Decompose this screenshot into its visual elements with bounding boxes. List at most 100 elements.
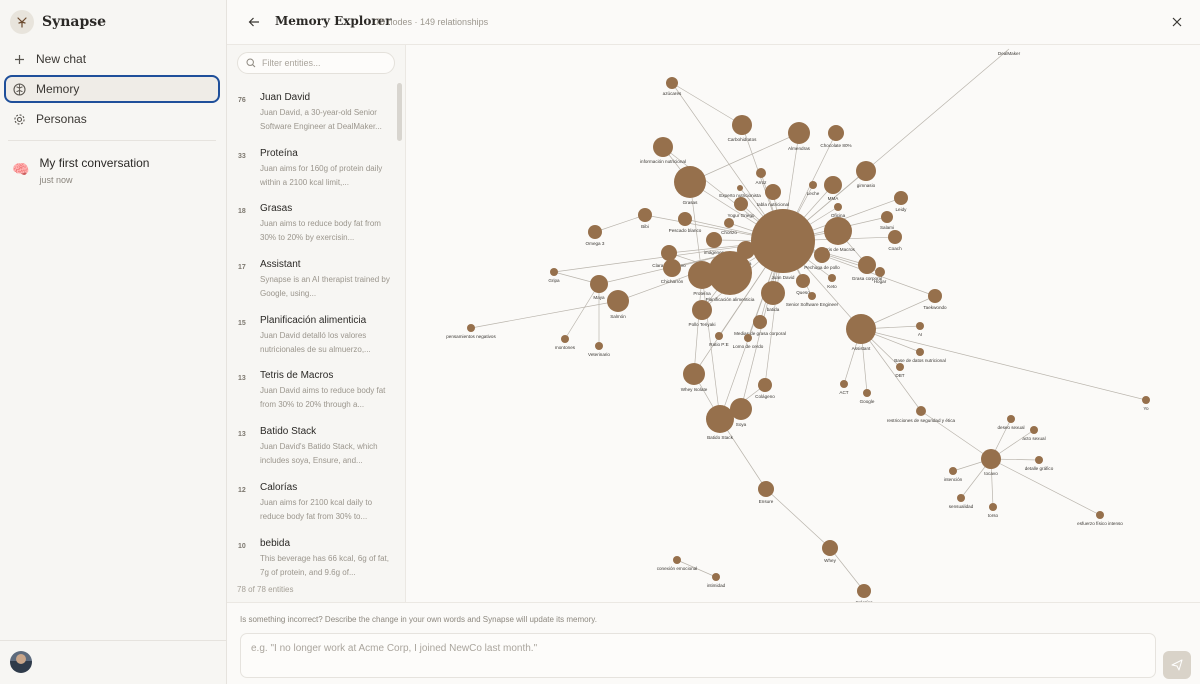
list-item[interactable]: 76 Juan David Juan David, a 30-year-old Se… — [227, 83, 406, 139]
graph-node[interactable] — [588, 225, 602, 239]
graph-node[interactable] — [758, 481, 774, 497]
graph-node[interactable] — [834, 203, 842, 211]
graph-node[interactable] — [706, 232, 722, 248]
graph-node[interactable] — [894, 191, 908, 205]
graph-node[interactable] — [550, 268, 558, 276]
graph-node[interactable] — [840, 380, 848, 388]
graph-canvas[interactable]: DealMaker azúcares Carbohidratos Chocolate … — [406, 45, 1200, 602]
graph-node[interactable] — [1142, 396, 1150, 404]
graph-node[interactable] — [1035, 456, 1043, 464]
graph-node[interactable] — [724, 218, 734, 228]
graph-node[interactable] — [765, 184, 781, 200]
graph-node[interactable] — [928, 289, 942, 303]
graph-node[interactable] — [856, 161, 876, 181]
graph-node[interactable] — [753, 315, 767, 329]
entity-list[interactable]: 76 Juan David Juan David, a 30-year-old Se… — [227, 83, 406, 580]
list-item[interactable]: 15 Planificación alimenticia Juan David de… — [227, 306, 406, 362]
send-button[interactable] — [1163, 651, 1191, 679]
graph-node[interactable] — [888, 230, 902, 244]
graph-node[interactable] — [863, 389, 871, 397]
graph-node[interactable] — [981, 449, 1001, 469]
graph-node[interactable] — [916, 348, 924, 356]
graph-node[interactable] — [881, 211, 893, 223]
graph-node[interactable] — [673, 556, 681, 564]
close-button[interactable] — [1168, 13, 1186, 31]
graph-node[interactable] — [678, 212, 692, 226]
graph-node[interactable] — [744, 334, 752, 342]
graph-node[interactable] — [1007, 415, 1015, 423]
graph-node[interactable] — [692, 300, 712, 320]
graph-node[interactable] — [712, 573, 720, 581]
graph-node[interactable] — [1096, 511, 1104, 519]
graph-node[interactable] — [949, 467, 957, 475]
graph-node[interactable] — [916, 406, 926, 416]
graph-stats: 78 nodes · 149 relationships — [375, 17, 489, 27]
list-item[interactable]: 13 Tetris de Macros Juan David aims to red… — [227, 361, 406, 417]
graph-node[interactable] — [638, 208, 652, 222]
graph-node[interactable] — [561, 335, 569, 343]
graph-node[interactable] — [809, 181, 817, 189]
graph-node[interactable] — [989, 503, 997, 511]
correction-input[interactable] — [240, 633, 1156, 678]
back-button[interactable] — [245, 13, 263, 31]
graph-node[interactable] — [737, 185, 743, 191]
graph-node[interactable] — [653, 137, 673, 157]
graph-node[interactable] — [822, 540, 838, 556]
graph-node[interactable] — [595, 342, 603, 350]
list-item[interactable]: 18 Grasas Juan aims to reduce body fat fro… — [227, 194, 406, 250]
conversation-item[interactable]: 🧠 My first conversation just now — [12, 155, 217, 185]
graph-node[interactable] — [674, 166, 706, 198]
list-item[interactable]: 10 bebida This beverage has 66 kcal, 6g of… — [227, 529, 406, 581]
graph-node[interactable] — [761, 281, 785, 305]
graph-node[interactable] — [688, 261, 716, 289]
list-item[interactable]: 13 Batido Stack Juan David's Batido Stack,… — [227, 417, 406, 473]
graph-node[interactable] — [730, 398, 752, 420]
graph-node[interactable] — [916, 322, 924, 330]
graph-node[interactable] — [756, 168, 766, 178]
sidebar-item-memory[interactable]: Memory — [4, 75, 220, 103]
graph-node[interactable] — [732, 115, 752, 135]
graph-node[interactable] — [896, 363, 904, 371]
graph-node[interactable] — [663, 259, 681, 277]
graph-node[interactable] — [467, 324, 475, 332]
graph-node[interactable] — [661, 245, 677, 261]
list-scrollbar[interactable] — [397, 83, 402, 141]
graph-node[interactable] — [706, 405, 734, 433]
graph-node[interactable] — [1030, 426, 1038, 434]
knowledge-graph[interactable]: DealMaker azúcares Carbohidratos Chocolate … — [406, 45, 1200, 602]
avatar[interactable] — [10, 651, 32, 673]
graph-node[interactable] — [666, 77, 678, 89]
graph-node[interactable] — [715, 332, 723, 340]
list-item[interactable]: 17 Assistant Synapse is an AI therapist tr… — [227, 250, 406, 306]
graph-node[interactable] — [875, 267, 885, 277]
graph-node[interactable] — [828, 125, 844, 141]
graph-node[interactable] — [824, 176, 842, 194]
graph-node[interactable] — [846, 314, 876, 344]
graph-node[interactable] — [708, 251, 752, 295]
sidebar-item-personas[interactable]: Personas — [4, 105, 220, 133]
graph-node[interactable] — [751, 209, 815, 273]
list-item[interactable]: 12 Calorías Juan aims for 2100 kcal daily … — [227, 473, 406, 529]
graph-node[interactable] — [683, 363, 705, 385]
graph-node[interactable] — [957, 494, 965, 502]
graph-node[interactable] — [607, 290, 629, 312]
new-chat-button[interactable]: New chat — [4, 45, 220, 73]
graph-node[interactable] — [857, 584, 871, 598]
graph-node[interactable] — [814, 247, 830, 263]
list-item[interactable]: 33 Proteína Juan aims for 160g of protein … — [227, 139, 406, 195]
graph-node[interactable] — [758, 378, 772, 392]
graph-node[interactable] — [590, 275, 608, 293]
graph-node[interactable] — [858, 256, 876, 274]
graph-node[interactable] — [788, 122, 810, 144]
graph-node[interactable] — [734, 197, 748, 211]
graph-node[interactable] — [828, 274, 836, 282]
brand[interactable]: Synapse — [10, 10, 106, 34]
graph-node[interactable] — [824, 217, 852, 245]
filter-box[interactable] — [237, 52, 395, 74]
filter-input[interactable] — [262, 58, 382, 68]
graph-node[interactable] — [796, 274, 810, 288]
graph-node[interactable] — [808, 292, 816, 300]
entity-count-badge: 15 — [238, 319, 246, 327]
graph-node-label: batida — [767, 307, 780, 312]
entity-name: Grasas — [260, 203, 293, 215]
